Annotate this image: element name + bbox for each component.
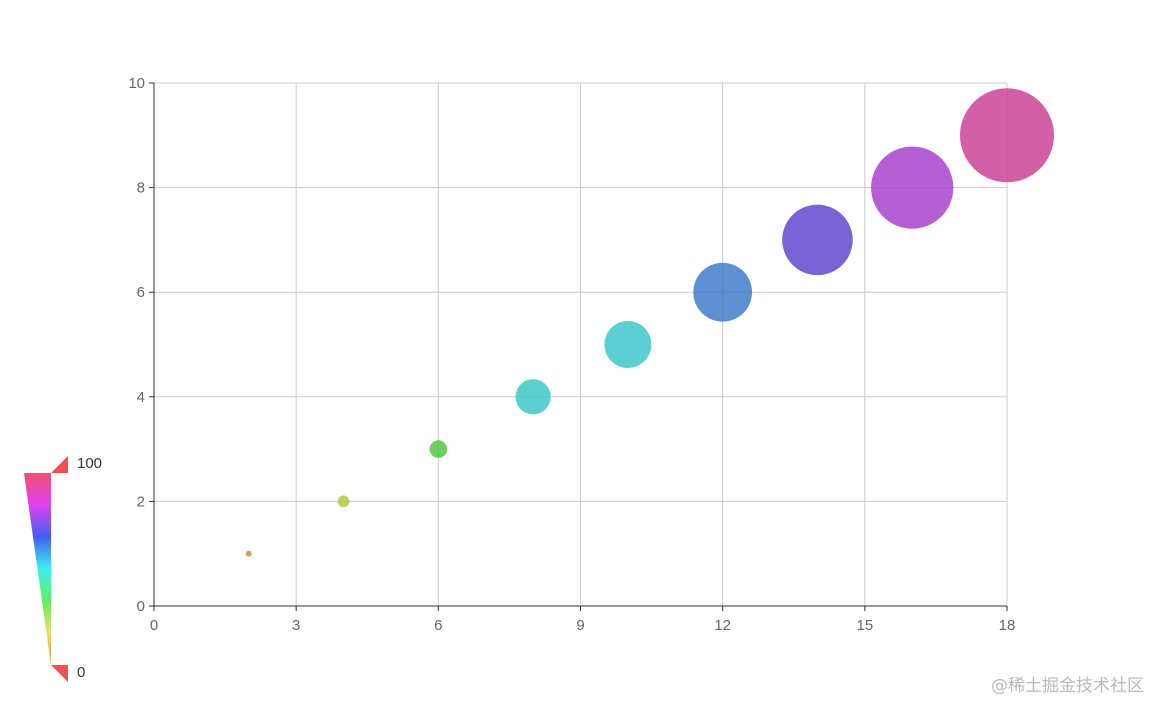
data-points (245, 88, 1054, 557)
visual-map-max-handle[interactable] (51, 456, 68, 473)
y-tick-label: 0 (137, 598, 145, 615)
bubble-point[interactable] (337, 495, 350, 508)
watermark-text: @稀土掘金技术社区 (991, 676, 1144, 696)
bubble-point[interactable] (693, 262, 753, 322)
bubble-point[interactable] (960, 88, 1054, 183)
bubble-point[interactable] (871, 146, 954, 229)
x-tick-label: 12 (714, 617, 731, 634)
bubble-point[interactable] (429, 440, 448, 458)
visual-map-min-label: 0 (77, 664, 85, 681)
x-tick-label: 15 (856, 617, 873, 634)
x-tick-label: 18 (999, 617, 1016, 634)
x-tick-label: 0 (150, 617, 158, 634)
bubble-point[interactable] (604, 321, 652, 368)
y-tick-label: 8 (137, 180, 145, 197)
x-tick-label: 9 (576, 617, 584, 634)
y-tick-label: 6 (137, 284, 145, 301)
x-tick-label: 3 (292, 617, 300, 634)
visual-map-legend[interactable]: 100 0 (24, 455, 102, 682)
y-tick-label: 2 (137, 493, 145, 510)
y-tick-label: 10 (128, 75, 145, 92)
grid-lines (154, 82, 1008, 606)
visual-map-max-label: 100 (77, 455, 102, 472)
visual-map-min-handle[interactable] (51, 665, 68, 682)
bubble-point[interactable] (782, 204, 853, 276)
y-tick-label: 4 (137, 389, 145, 406)
bubble-point[interactable] (245, 550, 252, 557)
x-tick-label: 6 (434, 617, 442, 634)
visual-map-gradient-bar (24, 473, 51, 665)
bubble-point[interactable] (515, 379, 551, 415)
axes: 0 3 6 9 12 15 18 0 2 4 6 8 10 (128, 75, 1015, 634)
